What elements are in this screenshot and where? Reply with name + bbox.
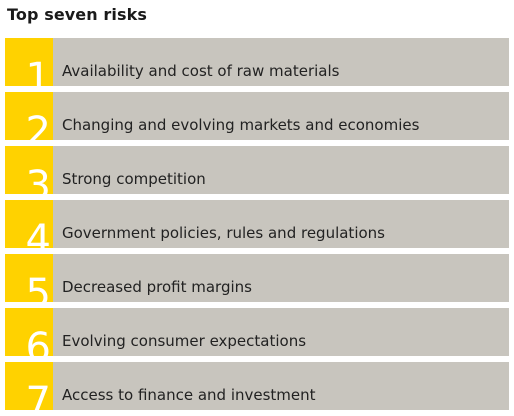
risk-number-box: 5 (5, 254, 53, 302)
risk-number-box: 2 (5, 92, 53, 140)
risk-item: 5 Decreased profit margins (5, 254, 509, 302)
risk-item: 2 Changing and evolving markets and econ… (5, 92, 509, 140)
risk-list: 1 Availability and cost of raw materials… (5, 38, 509, 416)
risk-number: 1 (25, 55, 51, 86)
risk-label: Strong competition (62, 170, 206, 188)
risk-item: 6 Evolving consumer expectations (5, 308, 509, 356)
risk-number: 5 (25, 271, 51, 302)
risk-label: Availability and cost of raw materials (62, 62, 340, 80)
risk-label: Government policies, rules and regulatio… (62, 224, 385, 242)
risk-label: Decreased profit margins (62, 278, 252, 296)
risk-item: 7 Access to finance and investment (5, 362, 509, 410)
risk-number-box: 3 (5, 146, 53, 194)
risk-item: 1 Availability and cost of raw materials (5, 38, 509, 86)
risk-number: 7 (25, 379, 51, 410)
risk-number: 6 (25, 325, 51, 356)
risk-number-box: 7 (5, 362, 53, 410)
risk-label: Changing and evolving markets and econom… (62, 116, 420, 134)
risk-label: Evolving consumer expectations (62, 332, 307, 350)
risk-label: Access to finance and investment (62, 386, 316, 404)
risk-number-box: 1 (5, 38, 53, 86)
risk-item: 3 Strong competition (5, 146, 509, 194)
risk-number: 2 (25, 109, 51, 140)
risk-number: 4 (25, 217, 51, 248)
page-title: Top seven risks (7, 5, 147, 24)
risk-number-box: 4 (5, 200, 53, 248)
risk-item: 4 Government policies, rules and regulat… (5, 200, 509, 248)
risk-number: 3 (25, 163, 51, 194)
risk-number-box: 6 (5, 308, 53, 356)
